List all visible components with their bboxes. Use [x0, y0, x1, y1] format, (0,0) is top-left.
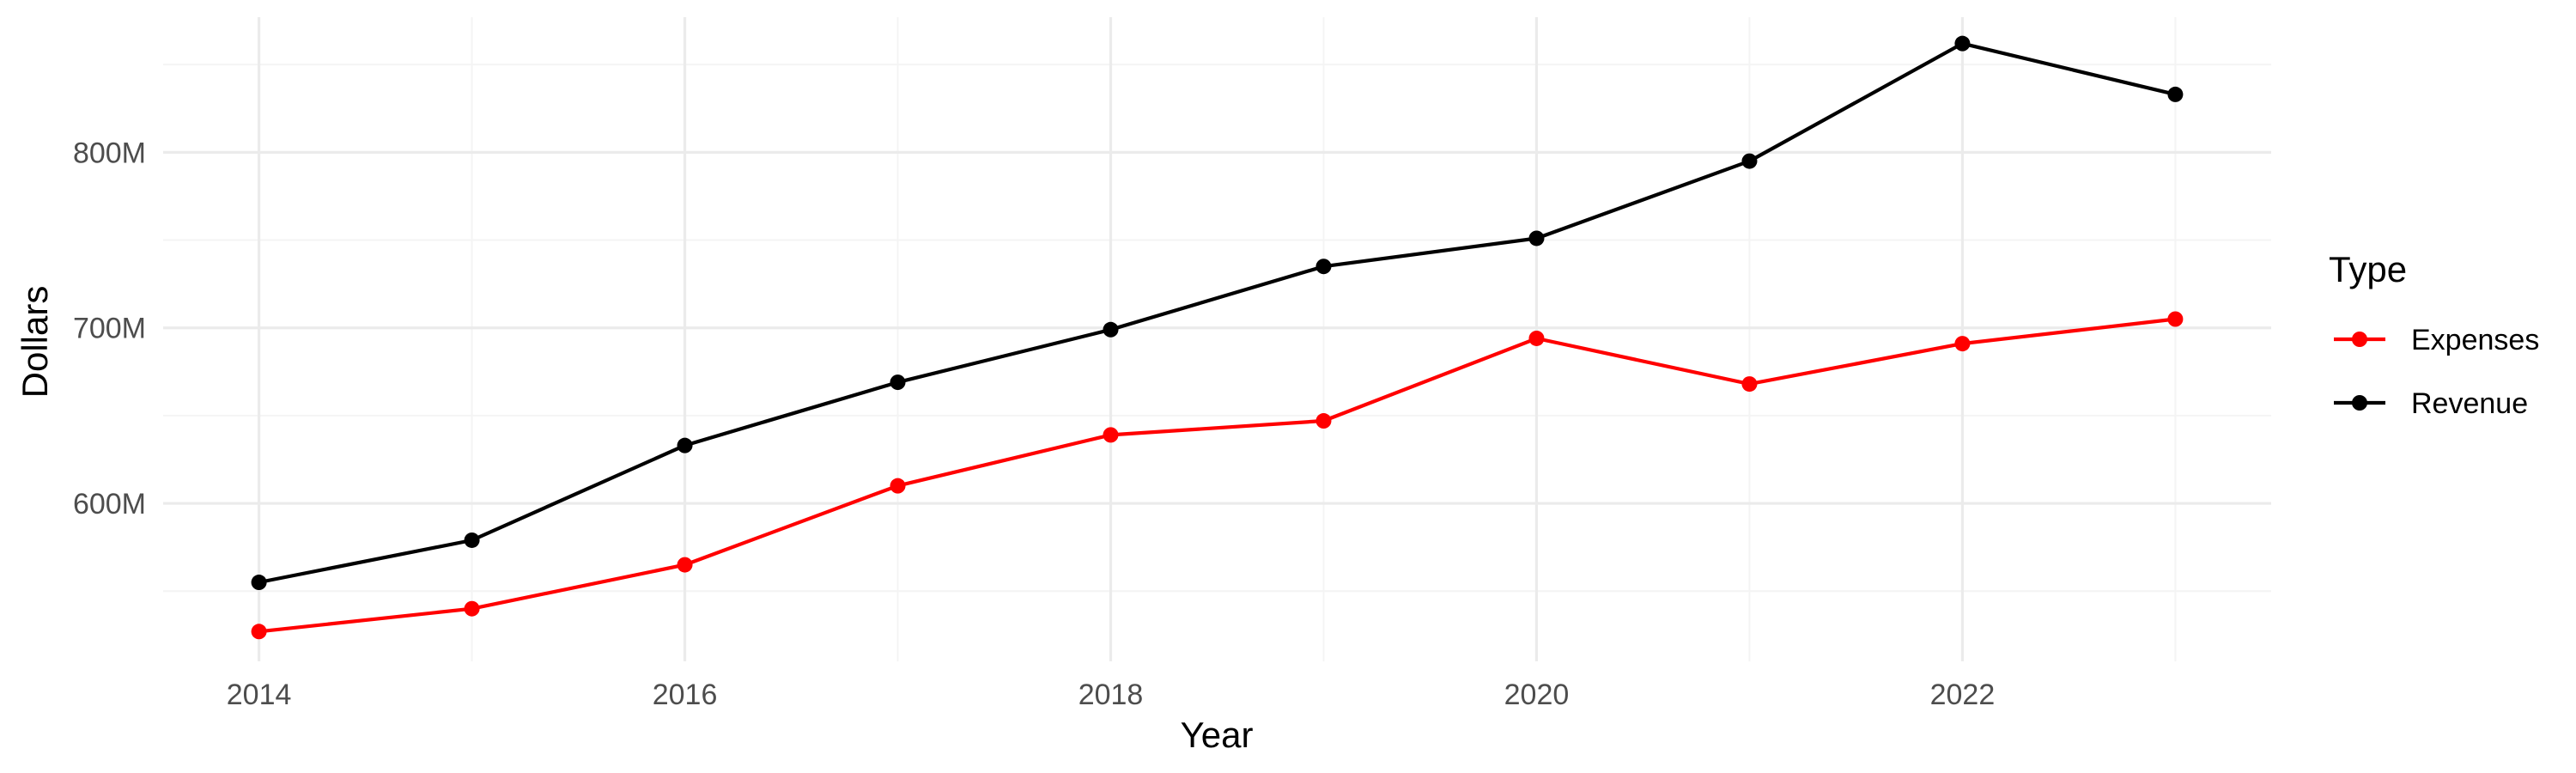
legend-key-point — [2352, 332, 2367, 347]
x-tick-label: 2014 — [227, 679, 292, 711]
data-point-revenue — [1741, 153, 1758, 169]
data-point-expenses — [1528, 330, 1545, 346]
series-line-expenses — [258, 317, 2176, 634]
y-tick-label: 700M — [73, 313, 146, 345]
data-point-revenue — [1103, 321, 1119, 338]
y-tick-label: 800M — [73, 137, 146, 169]
x-tick-label: 2022 — [1930, 679, 1996, 711]
data-point-revenue — [677, 437, 693, 453]
data-point-revenue — [2167, 86, 2184, 102]
legend: Type Expenses Revenue — [2329, 249, 2539, 420]
data-point-expenses — [1315, 413, 1332, 429]
legend-key-point — [2352, 395, 2367, 411]
legend-label-expenses: Expenses — [2411, 324, 2539, 356]
data-point-expenses — [1954, 336, 1971, 352]
data-point-expenses — [251, 624, 267, 640]
legend-label-revenue: Revenue — [2411, 387, 2528, 420]
legend-title: Type — [2329, 249, 2407, 289]
grid — [163, 17, 2271, 661]
y-tick-label: 600M — [73, 488, 146, 520]
data-point-revenue — [1528, 230, 1545, 247]
data-point-expenses — [890, 478, 906, 494]
x-tick-label: 2016 — [653, 679, 718, 711]
x-tick-label: 2018 — [1078, 679, 1144, 711]
data-point-revenue — [890, 374, 906, 391]
y-axis: 600M 700M 800M — [73, 137, 146, 520]
data-point-expenses — [677, 557, 693, 573]
series-line-revenue — [258, 41, 2176, 585]
series-layer — [251, 35, 2184, 640]
data-point-expenses — [1741, 376, 1758, 393]
x-axis: 2014 2016 2018 2020 2022 — [227, 679, 1995, 711]
x-axis-title: Year — [1181, 715, 1254, 755]
data-point-revenue — [1315, 259, 1332, 275]
x-tick-label: 2020 — [1504, 679, 1570, 711]
data-point-revenue — [1954, 35, 1971, 52]
data-point-expenses — [464, 600, 480, 617]
data-point-revenue — [464, 532, 480, 548]
data-point-expenses — [2167, 311, 2184, 327]
data-point-revenue — [251, 575, 267, 591]
data-point-expenses — [1103, 427, 1119, 443]
y-axis-title: Dollars — [15, 286, 55, 399]
